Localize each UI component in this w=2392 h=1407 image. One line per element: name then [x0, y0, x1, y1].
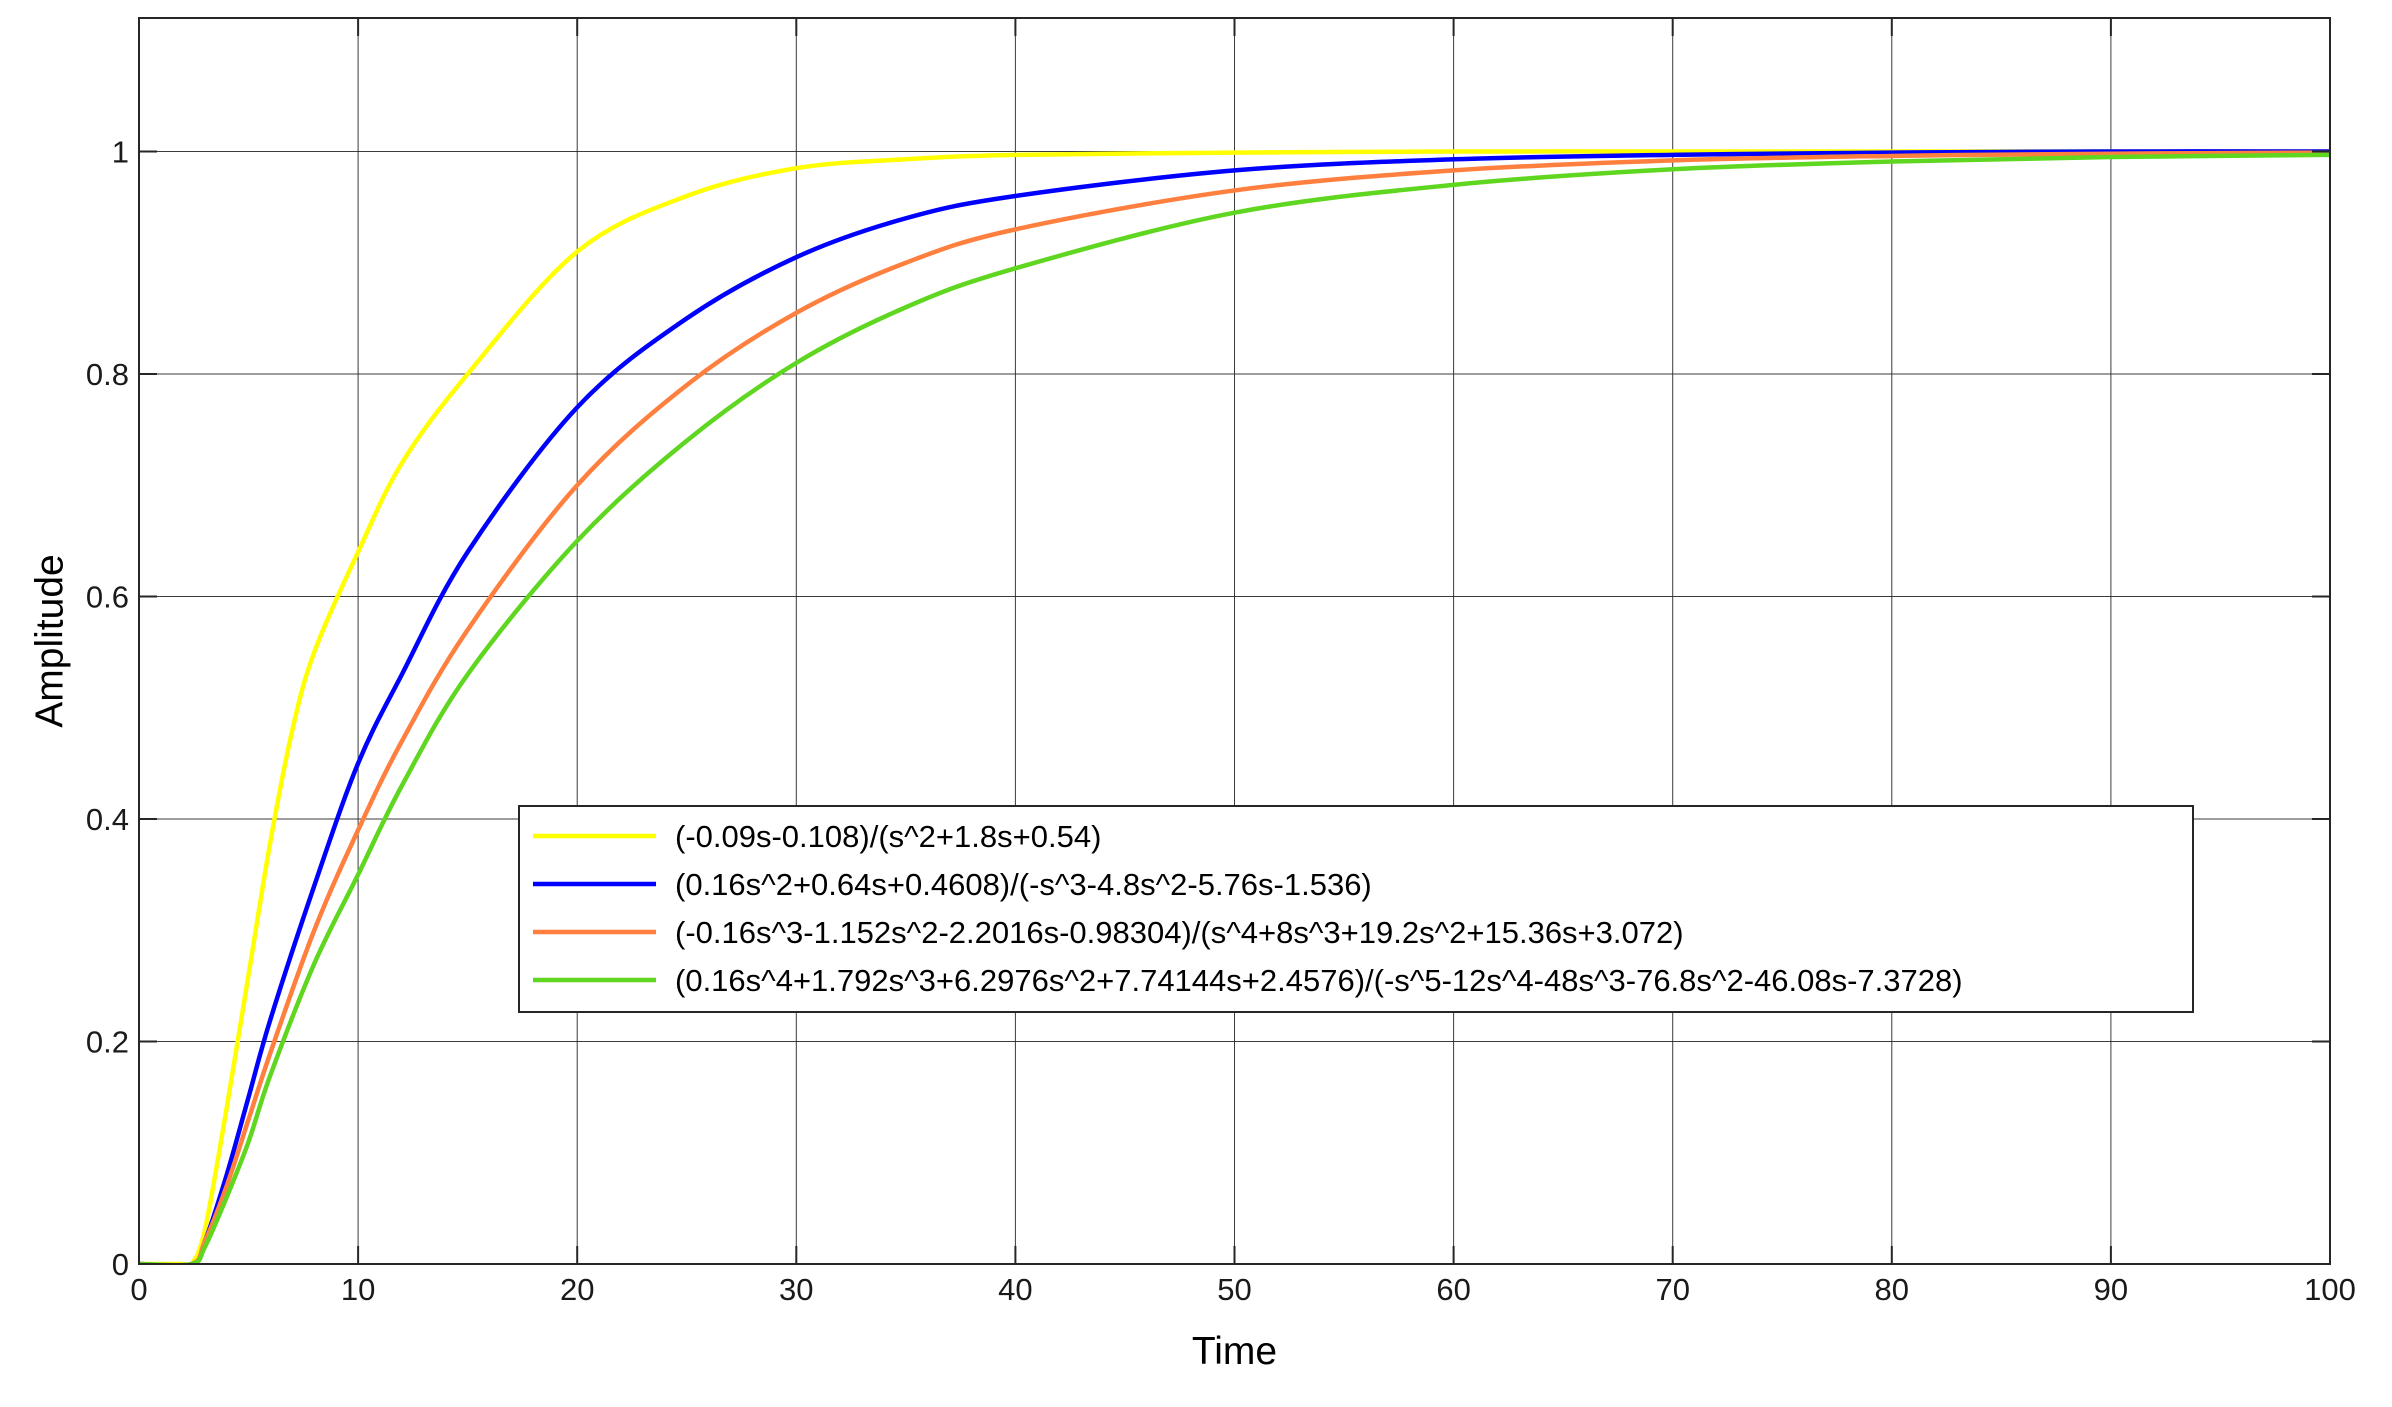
x-tick-label: 30 [779, 1272, 813, 1307]
legend-label-1: (-0.09s-0.108)/(s^2+1.8s+0.54) [675, 819, 1101, 854]
y-tick-label: 0.8 [86, 357, 129, 392]
y-tick-label: 0.4 [86, 802, 129, 837]
axis-ticks [138, 18, 2331, 1265]
y-tick-label: 0 [112, 1247, 129, 1282]
x-tick-label: 20 [560, 1272, 594, 1307]
legend-label-3: (-0.16s^3-1.152s^2-2.2016s-0.98304)/(s^4… [675, 915, 1684, 950]
y-tick-label: 1 [112, 135, 129, 170]
series-line-1 [139, 149, 2330, 1264]
x-tick-label: 100 [2304, 1272, 2356, 1307]
series-line-2 [139, 149, 2330, 1264]
series-layer [139, 149, 2330, 1264]
legend-label-2: (0.16s^2+0.64s+0.4608)/(-s^3-4.8s^2-5.76… [675, 867, 1372, 902]
x-tick-label: 80 [1875, 1272, 1909, 1307]
y-axis-label: Amplitude [28, 554, 71, 727]
y-tick-label: 0.6 [86, 580, 129, 615]
x-axis-label: Time [1192, 1330, 1277, 1373]
x-tick-label: 90 [2094, 1272, 2128, 1307]
x-tick-label: 70 [1655, 1272, 1689, 1307]
x-tick-label: 50 [1217, 1272, 1251, 1307]
y-tick-label: 0.2 [86, 1025, 129, 1060]
series-line-3 [139, 150, 2330, 1264]
x-tick-label: 0 [130, 1272, 147, 1307]
tick-labels: 0 10 20 30 40 50 60 70 80 90 100 0 0.2 0.4 0.6 0.8 1 [86, 135, 2356, 1308]
x-tick-label: 10 [341, 1272, 375, 1307]
series-line-4 [139, 152, 2330, 1264]
legend-box [518, 805, 2194, 1013]
legend-label-4: (0.16s^4+1.792s^3+6.2976s^2+7.74144s+2.4… [675, 963, 1963, 998]
legend: (-0.09s-0.108)/(s^2+1.8s+0.54) (0.16s^2+0… [518, 805, 2194, 1013]
x-tick-label: 40 [998, 1272, 1032, 1307]
x-tick-label: 60 [1436, 1272, 1470, 1307]
